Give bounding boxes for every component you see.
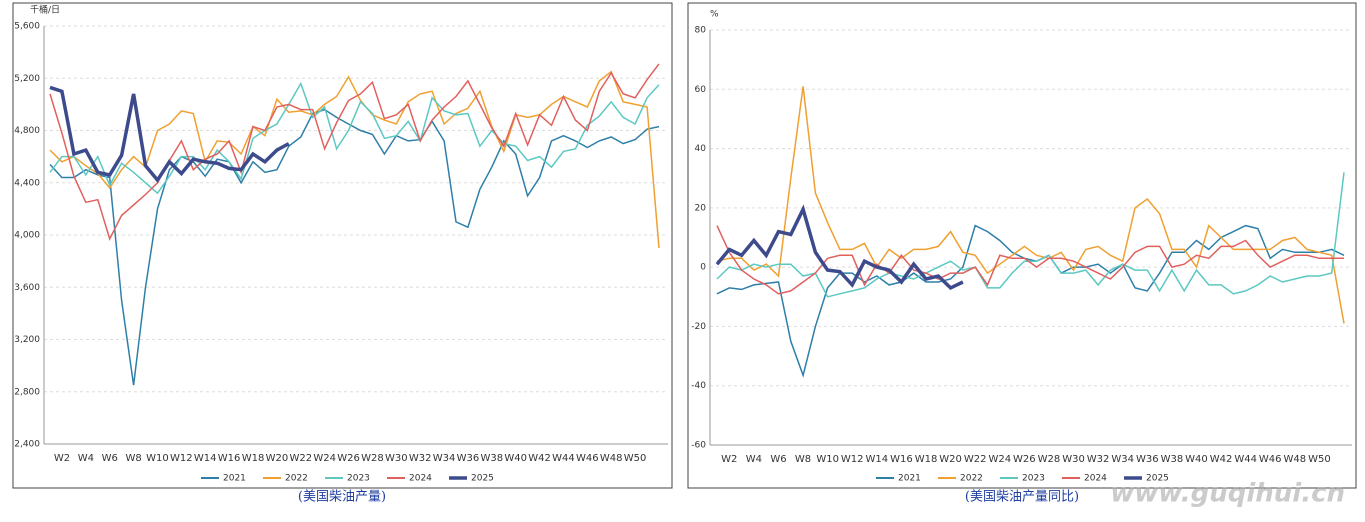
caption: (美国柴油产量)	[298, 490, 386, 505]
x-tick-label: W26	[337, 453, 360, 464]
x-tick-label: W28	[361, 453, 384, 464]
y-tick-label: 3,600	[14, 283, 40, 293]
series-line	[716, 224, 1345, 378]
series-line	[716, 225, 1344, 295]
x-tick-label: W38	[481, 453, 504, 464]
panel-frame	[12, 2, 673, 489]
y-tick-label: -40	[691, 381, 706, 391]
x-tick-label: W4	[746, 454, 762, 465]
x-tick-label: W14	[866, 454, 889, 465]
x-tick-label: W34	[433, 453, 456, 464]
legend-label: 2025	[1146, 474, 1169, 484]
unit-label: 千桶/日	[30, 4, 60, 16]
y-tick-label: 4,000	[14, 231, 40, 241]
x-tick-label: W46	[576, 453, 599, 464]
x-tick-label: W24	[988, 454, 1011, 465]
x-tick-label: W18	[915, 454, 938, 465]
x-tick-label: W32	[1087, 454, 1110, 465]
x-tick-label: W50	[1308, 454, 1331, 465]
x-tick-label: W6	[102, 453, 118, 464]
x-tick-label: W12	[170, 453, 193, 464]
legend-label: 2024	[1084, 474, 1107, 484]
x-tick-label: W16	[890, 454, 913, 465]
y-tick-label: 40	[695, 144, 707, 154]
legend-label: 2023	[1022, 474, 1045, 484]
x-tick-label: W2	[54, 453, 70, 464]
legend-label: 2025	[471, 474, 494, 484]
x-tick-label: W30	[385, 453, 408, 464]
x-tick-label: W6	[770, 454, 786, 465]
panel-frame	[687, 2, 1357, 489]
series-line	[49, 63, 660, 241]
x-tick-label: W48	[1284, 454, 1307, 465]
x-tick-label: W2	[721, 454, 737, 465]
series-line	[715, 204, 964, 291]
legend-label: 2022	[285, 474, 308, 484]
y-tick-label: -20	[691, 322, 706, 332]
x-tick-label: W26	[1013, 454, 1036, 465]
x-tick-label: W30	[1062, 454, 1085, 465]
x-tick-label: W18	[242, 453, 265, 464]
x-tick-label: W36	[1136, 454, 1159, 465]
x-tick-label: W44	[1234, 454, 1257, 465]
x-tick-label: W42	[1210, 454, 1233, 465]
y-tick-label: 5,600	[14, 22, 40, 32]
y-tick-label: 0	[700, 263, 706, 273]
y-tick-label: 20	[695, 203, 707, 213]
x-tick-label: W10	[816, 454, 839, 465]
x-tick-label: W14	[194, 453, 217, 464]
series-line	[716, 86, 1345, 324]
x-tick-label: W44	[552, 453, 575, 464]
series-line	[49, 85, 290, 184]
x-tick-label: W22	[289, 453, 312, 464]
x-tick-label: W36	[457, 453, 480, 464]
legend-label: 2023	[347, 474, 370, 484]
y-tick-label: 4,800	[14, 126, 40, 136]
x-tick-label: W42	[528, 453, 551, 464]
x-tick-label: W40	[504, 453, 527, 464]
x-tick-label: W32	[409, 453, 432, 464]
legend-label: 2022	[960, 474, 983, 484]
x-tick-label: W12	[841, 454, 864, 465]
y-tick-label: 4,400	[14, 178, 40, 188]
x-tick-label: W20	[939, 454, 962, 465]
y-tick-label: 2,400	[14, 440, 40, 450]
x-tick-label: W24	[313, 453, 336, 464]
series-line	[49, 108, 660, 386]
x-tick-label: W34	[1111, 454, 1134, 465]
y-tick-label: 5,200	[14, 74, 40, 84]
series-line	[49, 70, 660, 249]
x-tick-label: W10	[146, 453, 169, 464]
caption: (美国柴油产量同比)	[965, 490, 1079, 505]
y-tick-label: 3,200	[14, 335, 40, 345]
x-tick-label: W40	[1185, 454, 1208, 465]
x-tick-label: W16	[218, 453, 241, 464]
x-tick-label: W4	[78, 453, 94, 464]
x-tick-label: W20	[266, 453, 289, 464]
series-line	[716, 172, 1345, 298]
legend-label: 2021	[223, 474, 246, 484]
y-tick-label: 60	[695, 85, 707, 95]
x-tick-label: W46	[1259, 454, 1282, 465]
x-tick-label: W8	[795, 454, 811, 465]
x-tick-label: W48	[600, 453, 623, 464]
legend-label: 2024	[409, 474, 432, 484]
x-tick-label: W28	[1038, 454, 1061, 465]
x-tick-label: W38	[1161, 454, 1184, 465]
x-tick-label: W8	[125, 453, 141, 464]
legend-label: 2021	[898, 474, 921, 484]
y-tick-label: 2,800	[14, 387, 40, 397]
x-tick-label: W22	[964, 454, 987, 465]
x-tick-label: W50	[624, 453, 647, 464]
watermark: www.guqihui.cn	[1110, 479, 1345, 509]
y-tick-label: -60	[691, 441, 706, 451]
unit-label: %	[710, 10, 719, 20]
y-tick-label: 80	[695, 26, 707, 36]
